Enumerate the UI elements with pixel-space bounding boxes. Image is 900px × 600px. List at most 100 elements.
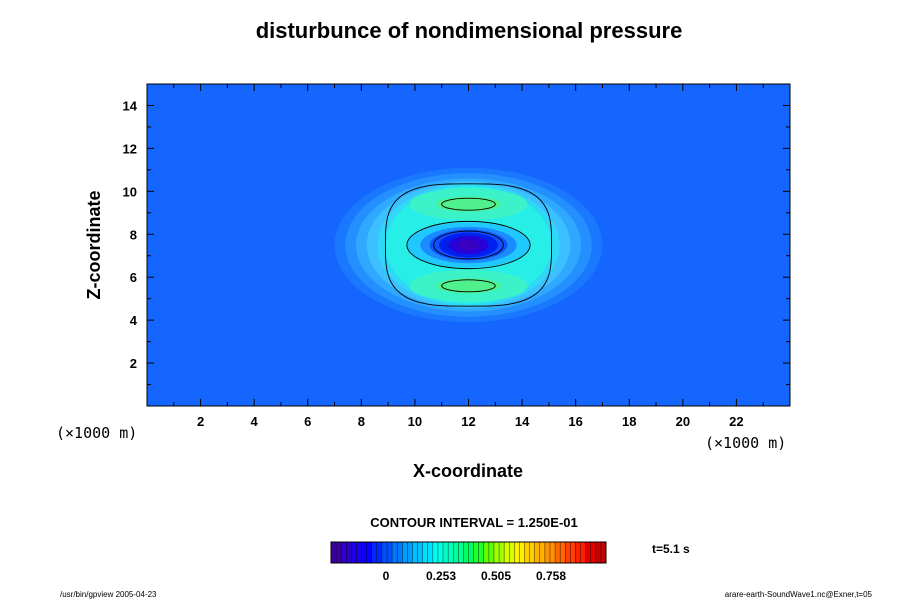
contour-interval: CONTOUR INTERVAL = 1.250E-01	[370, 515, 577, 530]
contour-line-4	[441, 279, 496, 293]
colorbar-swatch	[407, 542, 413, 563]
colorbar-label: 0.505	[481, 569, 511, 583]
colorbar-swatch	[590, 542, 597, 563]
colorbar-swatch	[351, 542, 357, 563]
colorbar-swatch	[524, 542, 530, 563]
time-label: t=5.1 s	[652, 542, 690, 556]
colorbar-swatch	[529, 542, 536, 563]
colorbar-swatch	[600, 542, 607, 563]
colorbar-swatch	[336, 542, 342, 563]
contour-line-1	[406, 220, 531, 270]
y-axis-label: Z-coordinate	[84, 190, 104, 299]
x-tick-label: 16	[568, 414, 582, 429]
y-tick-label: 10	[123, 184, 137, 199]
footer-right: arare-earth-SoundWave1.nc@Exner,t=05	[725, 590, 873, 599]
y-tick-label: 6	[130, 270, 137, 285]
x-axis: 2 4 6 8 10 12 14 16 18 20 22	[173, 84, 764, 429]
x-tick-label: 14	[515, 414, 530, 429]
colorbar-swatch	[539, 542, 546, 563]
y-tick-label: 14	[123, 98, 138, 113]
colorbar-swatch	[376, 542, 383, 563]
colorbar-swatch	[356, 542, 362, 563]
colorbar-swatch	[417, 542, 423, 563]
x-tick-label: 6	[304, 414, 311, 429]
chart-title: disturbunce of nondimensional pressure	[256, 18, 683, 43]
colorbar-swatch	[509, 542, 515, 563]
y-tick-label: 8	[130, 227, 137, 242]
colorbar-swatch	[488, 542, 495, 563]
colorbar	[330, 541, 607, 564]
y-tick-label: 12	[123, 141, 137, 156]
contour-line-3	[441, 197, 496, 211]
x-tick-label: 4	[251, 414, 259, 429]
colorbar-swatch	[402, 542, 408, 563]
colorbar-swatch	[371, 542, 378, 563]
colorbar-swatch	[432, 542, 439, 563]
y-axis: 2 4 6 8 10 12 14	[123, 98, 790, 386]
x-tick-label: 18	[622, 414, 636, 429]
y-tick-label: 4	[130, 313, 138, 328]
colorbar-swatch	[392, 542, 398, 563]
colorbar-labels: 0 0.253 0.505 0.758	[383, 569, 567, 583]
colorbar-swatch	[595, 542, 602, 563]
colorbar-swatch	[397, 542, 403, 563]
colorbar-swatch	[331, 542, 337, 563]
colorbar-swatch	[483, 542, 490, 563]
contour-line-2	[433, 230, 504, 260]
x-tick-label: 10	[408, 414, 422, 429]
colorbar-swatch	[560, 542, 566, 563]
x-tick-label: 12	[461, 414, 475, 429]
y-tick-label: 2	[130, 356, 137, 371]
colorbar-swatch	[504, 542, 510, 563]
footer-left: /usr/bin/gpview 2005-04-23	[60, 590, 157, 599]
colorbar-frame	[330, 541, 607, 564]
colorbar-swatch	[585, 542, 592, 563]
colorbar-swatch	[448, 542, 454, 563]
colorbar-swatch	[555, 542, 561, 563]
x-axis-unit: (×1000 m)	[705, 434, 786, 452]
colorbar-swatch	[366, 542, 373, 563]
colorbar-swatch	[514, 542, 520, 563]
colorbar-label: 0	[383, 569, 390, 583]
colorbar-swatch	[422, 542, 429, 563]
colorbar-swatch	[458, 542, 464, 563]
colorbar-swatch	[473, 542, 479, 563]
colorbar-swatch	[544, 542, 551, 563]
colorbar-swatch	[570, 542, 576, 563]
colorbar-swatch	[534, 542, 541, 563]
colorbar-swatch	[427, 542, 434, 563]
contour-line-0	[384, 183, 553, 307]
colorbar-swatch	[341, 542, 347, 563]
colorbar-swatch	[443, 542, 449, 563]
x-tick-label: 20	[676, 414, 690, 429]
contour-band-15	[457, 239, 480, 251]
colorbar-swatch	[437, 542, 444, 563]
x-tick-label: 8	[358, 414, 365, 429]
contour-band-9	[436, 278, 501, 294]
colorbar-swatch	[575, 542, 581, 563]
x-tick-label: 22	[729, 414, 743, 429]
x-tick-label: 2	[197, 414, 204, 429]
colorbar-swatch	[549, 542, 556, 563]
colorbar-swatch	[346, 542, 352, 563]
filled-contours	[334, 167, 603, 323]
colorbar-label: 0.758	[536, 569, 566, 583]
colorbar-swatch	[387, 542, 393, 563]
colorbar-swatch	[453, 542, 459, 563]
colorbar-swatch	[493, 542, 500, 563]
colorbar-swatch	[499, 542, 505, 563]
colorbar-swatch	[463, 542, 469, 563]
colorbar-swatch	[381, 542, 388, 563]
colorbar-swatch	[478, 542, 485, 563]
colorbar-swatch	[412, 542, 418, 563]
colorbar-swatch	[361, 542, 367, 563]
colorbar-swatch	[580, 542, 586, 563]
colorbar-swatch	[519, 542, 525, 563]
colorbar-label: 0.253	[426, 569, 456, 583]
contour-band-8	[436, 196, 501, 212]
x-axis-label: X-coordinate	[413, 461, 523, 481]
contour-lines	[384, 183, 553, 307]
colorbar-swatch	[565, 542, 571, 563]
colorbar-swatch	[468, 542, 474, 563]
